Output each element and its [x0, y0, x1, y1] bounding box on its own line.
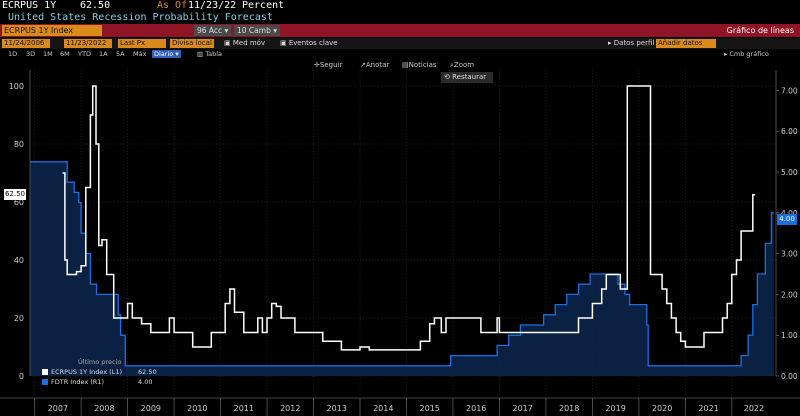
- y-right-tick-label: 4.00: [781, 209, 798, 218]
- field-select[interactable]: Last Px: [118, 39, 166, 48]
- ecrpus-series-line: [62, 85, 756, 351]
- y-right-tick-label: 6.00: [781, 127, 798, 136]
- y-left-tick-label: 80: [14, 140, 24, 149]
- y-left-tick-label: 0: [19, 372, 24, 381]
- legend-swatch: [42, 379, 48, 385]
- x-tick-label: 2007: [48, 404, 68, 413]
- unit-label: Percent: [242, 0, 285, 11]
- table-toggle[interactable]: ▥ Tabla: [197, 50, 223, 58]
- security-toolbar: ECRPUS 1Y Index 96 Acc ▾ 10 Camb ▾ Gráfi…: [0, 24, 800, 37]
- x-tick-label: 2017: [513, 404, 533, 413]
- y-right-tick-label: 1.00: [781, 331, 798, 340]
- security-field[interactable]: ECRPUS 1Y Index: [2, 25, 102, 36]
- legend-swatch: [42, 369, 48, 375]
- x-tick-label: 2011: [234, 404, 254, 413]
- subtitle-bar: United States Recession Probability Fore…: [0, 12, 800, 24]
- annotate-tool[interactable]: ↗ Anotar: [360, 61, 390, 69]
- range-1d[interactable]: 1D: [8, 50, 18, 58]
- title-bar: ECRPUS 1Y 62.50 As Of 11/23/22 Percent: [0, 0, 800, 12]
- range-3d[interactable]: 3D: [26, 50, 36, 58]
- fdtr-area: [30, 161, 774, 376]
- range-1a[interactable]: 1A: [99, 50, 108, 58]
- fdtr-series-line: [30, 161, 774, 367]
- x-tick-label: 2012: [280, 404, 300, 413]
- y-right-tick-label: 0.00: [781, 372, 798, 381]
- end-date-input[interactable]: 11/23/2022: [64, 39, 112, 48]
- actions-button[interactable]: 96 Acc ▾: [194, 25, 232, 36]
- moving-avg-toggle[interactable]: ▣ Med móv: [224, 39, 266, 47]
- y-left-tick-label: 100: [9, 82, 24, 91]
- follow-tool[interactable]: ✛ Seguir: [314, 61, 343, 69]
- range-selector: 1D 3D 1M 6M YTD 1A 5A Máx Diario ▾ ▥ Tab…: [0, 49, 800, 59]
- news-tool[interactable]: ▤ Noticias: [402, 61, 437, 69]
- range-6m[interactable]: 6M: [60, 50, 70, 58]
- x-tick-label: 2021: [698, 404, 718, 413]
- x-tick-label: 2008: [94, 404, 114, 413]
- legend-title: Último precio: [78, 358, 122, 366]
- add-data-input[interactable]: Añadir datos: [656, 39, 716, 48]
- data-profile-label: ▸ Datos perfil: [608, 39, 655, 47]
- events-toggle[interactable]: ▣ Eventos clave: [280, 39, 338, 47]
- chart-type-label[interactable]: Gráfico de líneas: [726, 26, 794, 35]
- page-subtitle: United States Recession Probability Fore…: [8, 12, 273, 23]
- as-of-date: 11/23/22: [188, 0, 237, 11]
- y-left-tick-label: 60: [14, 198, 24, 207]
- last-value-left-label: 62.50: [4, 189, 26, 200]
- x-tick-label: 2018: [559, 404, 579, 413]
- x-tick-label: 2009: [141, 404, 161, 413]
- y-left-tick-label: 40: [14, 256, 24, 265]
- x-tick-label: 2022: [744, 404, 764, 413]
- y-right-tick-label: 2.00: [781, 290, 798, 299]
- range-1m[interactable]: 1M: [43, 50, 53, 58]
- y-right-tick-label: 7.00: [781, 86, 798, 95]
- x-tick-label: 2010: [187, 404, 207, 413]
- change-button[interactable]: 10 Camb ▾: [234, 25, 280, 36]
- range-ytd[interactable]: YTD: [78, 50, 91, 58]
- range-5a[interactable]: 5A: [116, 50, 125, 58]
- x-tick-label: 2015: [420, 404, 440, 413]
- date-toolbar: 11/24/2006 11/23/2022 Last Px Divisa loc…: [0, 38, 800, 49]
- y-right-tick-label: 3.00: [781, 250, 798, 259]
- frequency-select[interactable]: Diario ▾: [152, 50, 181, 58]
- as-of-label: As Of: [157, 0, 188, 11]
- legend-item-fdtr: FDTR Index (R1): [42, 378, 104, 387]
- change-chart-button[interactable]: ▸ Cmb gráfico: [724, 50, 769, 58]
- legend-value: 62.50: [138, 368, 157, 376]
- legend-value: 4.00: [138, 378, 153, 386]
- x-tick-label: 2013: [327, 404, 347, 413]
- restore-button[interactable]: ⟲ Restaurar: [441, 72, 493, 83]
- start-date-input[interactable]: 11/24/2006: [2, 39, 50, 48]
- x-tick-label: 2020: [652, 404, 672, 413]
- x-tick-label: 2019: [605, 404, 625, 413]
- zoom-tool[interactable]: ⌕ Zoom: [450, 61, 475, 69]
- last-value: 62.50: [80, 0, 111, 11]
- x-tick-label: 2014: [373, 404, 393, 413]
- last-value-right-label: 4.00: [777, 214, 797, 225]
- y-right-tick-label: 5.00: [781, 168, 798, 177]
- x-tick-label: 2016: [466, 404, 486, 413]
- legend-item-ecrpus: ECRPUS 1Y Index (L1): [42, 368, 122, 377]
- range-max[interactable]: Máx: [133, 50, 147, 58]
- ticker: ECRPUS 1Y: [2, 0, 57, 11]
- y-left-tick-label: 20: [14, 314, 24, 323]
- currency-select[interactable]: Divisa local: [170, 39, 214, 48]
- legend: Último precio ECRPUS 1Y Index (L1) 62.50…: [36, 356, 168, 390]
